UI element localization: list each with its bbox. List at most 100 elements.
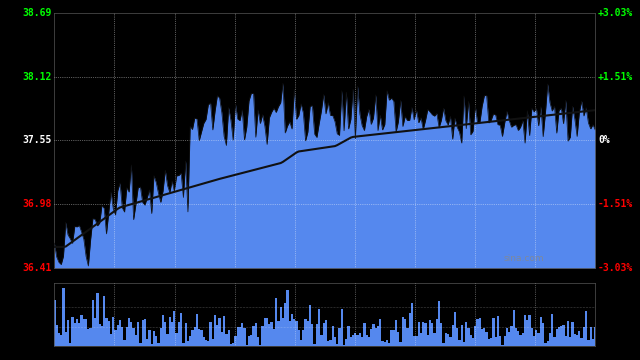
Bar [250,335,252,346]
Bar [420,333,422,346]
Text: sina.com: sina.com [503,253,544,262]
Bar [121,327,124,346]
Bar [454,312,456,346]
Bar [388,343,390,346]
Bar [573,334,576,346]
Text: -3.03%: -3.03% [598,263,633,273]
Bar [442,343,445,346]
Bar [370,329,372,346]
Bar [182,343,184,346]
Bar [551,314,554,346]
Bar [411,303,413,346]
Bar [264,318,266,346]
Bar [203,337,205,346]
Bar [506,328,508,346]
Bar [275,298,277,346]
Bar [440,323,442,346]
Bar [277,321,280,346]
Bar [356,335,359,346]
Bar [115,330,116,346]
Bar [223,316,225,346]
Bar [538,333,540,346]
Bar [535,330,538,346]
Bar [327,341,330,346]
Bar [230,344,232,346]
Bar [300,339,302,346]
Bar [368,337,370,346]
Bar [189,336,191,346]
Bar [408,313,411,346]
Bar [72,317,74,346]
Bar [438,301,440,346]
Bar [474,326,476,346]
Bar [486,332,488,346]
Text: 36.98: 36.98 [22,199,52,209]
Bar [67,320,69,346]
Bar [53,301,56,346]
Bar [150,344,153,346]
Bar [232,343,234,346]
Bar [488,339,490,346]
Bar [572,322,573,346]
Bar [476,319,479,346]
Bar [209,323,212,346]
Bar [175,333,178,346]
Bar [62,288,65,346]
Bar [324,320,327,346]
Bar [248,336,250,346]
Bar [451,325,454,346]
Bar [284,303,286,346]
Bar [198,329,200,346]
Bar [191,330,193,346]
Bar [336,344,339,346]
Bar [187,341,189,346]
Bar [196,314,198,346]
Bar [397,332,399,346]
Bar [429,320,431,346]
Bar [576,335,578,346]
Bar [153,331,155,346]
Bar [483,328,486,346]
Bar [374,328,377,346]
Bar [479,318,481,346]
Bar [533,336,535,346]
Bar [413,336,415,346]
Bar [449,337,451,346]
Bar [339,328,340,346]
Bar [112,318,115,346]
Bar [542,323,544,346]
Bar [237,327,239,346]
Bar [307,321,309,346]
Bar [266,318,268,346]
Bar [108,321,110,346]
Bar [132,328,135,346]
Bar [522,333,524,346]
Bar [372,324,374,346]
Bar [588,340,589,346]
Bar [216,324,218,346]
Bar [499,336,501,346]
Bar [280,307,282,346]
Bar [433,333,436,346]
Bar [291,314,293,346]
Bar [524,315,526,346]
Bar [218,319,221,346]
Bar [314,344,316,346]
Bar [510,326,513,346]
Bar [345,339,348,346]
Bar [404,319,406,346]
Bar [268,324,271,346]
Bar [354,333,356,346]
Bar [563,325,564,346]
Bar [221,332,223,346]
Bar [162,315,164,346]
Bar [286,291,289,346]
Bar [166,334,169,346]
Bar [395,320,397,346]
Bar [470,335,472,346]
Bar [513,310,515,346]
Bar [406,328,408,346]
Bar [361,337,364,346]
Bar [227,330,230,346]
Bar [76,319,78,346]
